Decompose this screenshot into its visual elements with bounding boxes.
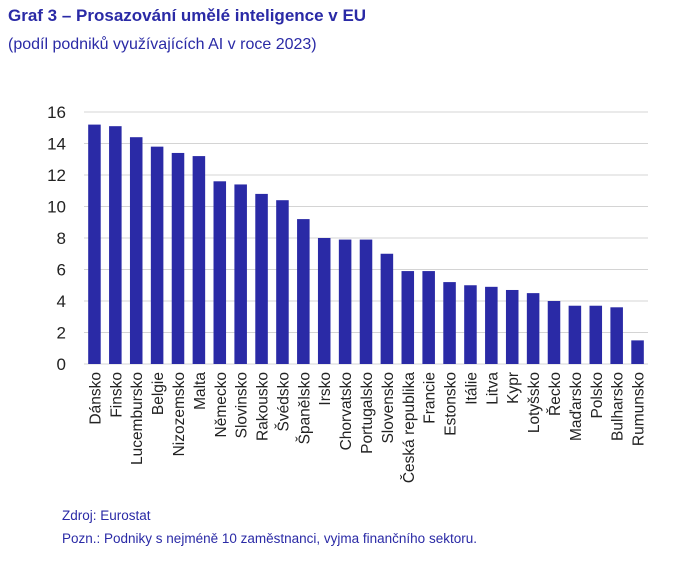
bar (505, 289, 519, 364)
bar (255, 193, 268, 364)
bar (443, 282, 456, 364)
bar (129, 137, 143, 364)
x-tick-label: Francie (422, 372, 439, 424)
x-tick-label: Bulharsko (610, 372, 627, 441)
bar (88, 124, 101, 364)
bar (213, 181, 227, 364)
y-tick-label: 4 (57, 292, 66, 311)
chart-subtitle: (podíl podniků využívajících AI v roce 2… (8, 36, 317, 53)
y-tick-label: 8 (57, 229, 66, 248)
x-tick-label: Německo (213, 372, 230, 437)
y-tick-label: 10 (47, 198, 66, 217)
x-tick-label: Portugalsko (359, 372, 376, 454)
x-tick-label: Dánsko (87, 372, 104, 425)
bar (401, 271, 415, 364)
x-tick-label: Španělsko (296, 372, 313, 444)
bars (88, 124, 644, 364)
bar (589, 305, 603, 364)
bar (234, 184, 247, 364)
x-tick-label: Rumunsko (631, 372, 648, 446)
y-tick-label: 16 (47, 103, 66, 122)
bar (297, 219, 310, 364)
x-tick-label: Lotyšsko (526, 372, 543, 433)
bar (150, 146, 164, 364)
footnote: Pozn.: Podniky s nejméně 10 zaměstnanci,… (62, 531, 477, 546)
bar (359, 239, 373, 364)
bar (192, 156, 206, 364)
x-tick-label: Maďarsko (568, 372, 585, 441)
x-tick-label: Itálie (463, 372, 480, 405)
bar (464, 285, 477, 364)
x-tick-label: Slovensko (380, 372, 397, 444)
y-tick-label: 0 (57, 355, 66, 374)
y-tick-label: 6 (57, 261, 66, 280)
bar-chart: 0 2 4 6 8 10 12 14 16 Dánsko Finsko Lucembursko Bel… (47, 103, 648, 484)
y-axis-tick-labels: 0 2 4 6 8 10 12 14 16 (47, 103, 66, 374)
x-tick-label: Rakousko (255, 372, 272, 441)
bar (610, 307, 623, 364)
y-tick-label: 14 (47, 135, 66, 154)
bar (338, 239, 352, 364)
x-tick-label: Belgie (150, 372, 167, 415)
x-tick-label: Malta (192, 372, 209, 410)
bar (171, 152, 185, 364)
y-tick-label: 12 (47, 166, 66, 185)
x-tick-label: Lucembursko (129, 372, 146, 465)
bar (109, 126, 122, 364)
x-axis-tick-labels: Dánsko Finsko Lucembursko Belgie Nizozemsko M… (87, 372, 647, 484)
x-tick-label: Estonsko (443, 372, 460, 436)
x-tick-label: Česká republika (401, 372, 418, 484)
x-tick-label: Řecko (547, 372, 564, 416)
x-tick-label: Litva (484, 372, 501, 405)
y-tick-label: 2 (57, 324, 66, 343)
source-note: Zdroj: Eurostat (62, 508, 151, 523)
bar (380, 253, 394, 364)
x-tick-label: Polsko (589, 372, 606, 419)
x-tick-label: Nizozemsko (171, 372, 188, 456)
x-tick-label: Švédsko (275, 372, 292, 431)
chart-title: Graf 3 – Prosazování umělé inteligence v… (8, 6, 367, 25)
x-tick-label: Chorvatsko (338, 372, 355, 450)
bar (276, 200, 289, 364)
x-tick-label: Irsko (317, 372, 334, 406)
x-tick-label: Slovinsko (234, 372, 251, 438)
x-tick-label: Kypr (505, 372, 522, 404)
bar (526, 293, 540, 364)
x-tick-label: Finsko (108, 372, 125, 418)
bar (422, 271, 435, 364)
bar (317, 238, 331, 364)
bar (568, 305, 582, 364)
bar (485, 286, 498, 364)
bar (547, 301, 561, 364)
bar (631, 340, 644, 364)
